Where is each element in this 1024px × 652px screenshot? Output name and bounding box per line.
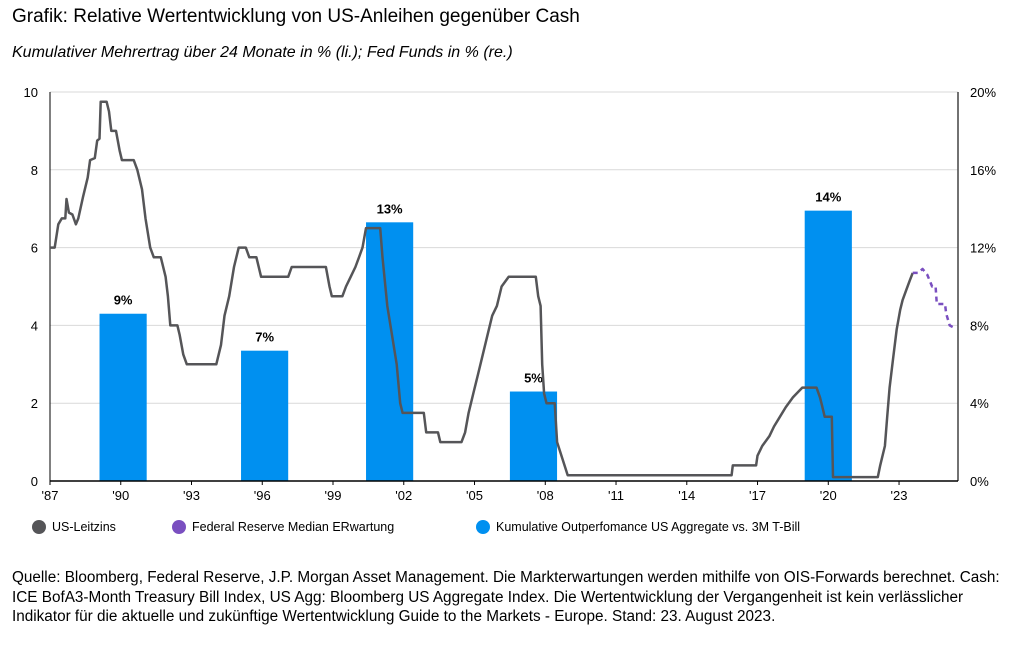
x-tick-label: '23	[891, 488, 908, 503]
y-right-tick-label: 16%	[970, 163, 996, 178]
source-footnote: Quelle: Bloomberg, Federal Reserve, J.P.…	[12, 569, 1000, 626]
chart-subtitle: Kumulativer Mehrertrag über 24 Monate in…	[12, 44, 513, 61]
x-tick-label: '87	[42, 488, 59, 503]
line-fed-median-expectation	[912, 267, 954, 329]
y-right-tick-label: 8%	[970, 318, 989, 333]
bar	[366, 222, 414, 481]
y-right-tick-label: 12%	[970, 241, 996, 256]
bar-data-label: 14%	[815, 190, 841, 205]
y-left-tick-label: 8	[31, 163, 38, 178]
bar	[99, 313, 147, 481]
line-us-leitzins	[50, 100, 914, 479]
x-tick-label: '90	[112, 488, 129, 503]
legend-item-leitzins: US-Leitzins	[32, 520, 116, 534]
chart-title: Grafik: Relative Wertentwicklung von US-…	[12, 6, 580, 27]
x-tick-label: '17	[749, 488, 766, 503]
y-left-tick-label: 10	[24, 85, 38, 100]
legend-label: US-Leitzins	[52, 520, 116, 534]
chart: 0 2 4 6 8 10 0% 4% 8% 12% 16% 20% 9% 7% 13% 5% 14% '87 '90…	[24, 85, 997, 503]
legend-swatch-gray	[32, 520, 46, 534]
x-tick-label: '14	[678, 488, 695, 503]
bar-data-label: 7%	[255, 330, 274, 345]
y-left-tick-label: 4	[31, 318, 38, 333]
y-left-tick-label: 0	[31, 474, 38, 489]
x-tick-label: '11	[608, 488, 624, 503]
bar	[241, 350, 289, 481]
y-left-tick-label: 2	[31, 396, 38, 411]
bar	[804, 210, 852, 481]
x-tick-label: '02	[395, 488, 412, 503]
x-tick-label: '05	[466, 488, 483, 503]
bar-data-label: 9%	[114, 293, 133, 308]
y-right-tick-label: 4%	[970, 396, 989, 411]
y-right-tick-label: 20%	[970, 85, 996, 100]
y-left-tick-label: 6	[31, 241, 38, 256]
legend-item-fed-expectation: Federal Reserve Median ERwartung	[172, 520, 394, 534]
x-tick-label: '99	[325, 488, 342, 503]
bar	[509, 391, 558, 481]
legend-swatch-blue	[476, 520, 490, 534]
x-tick-label: '08	[537, 488, 554, 503]
bar-data-label: 13%	[377, 201, 403, 216]
legend-label: Kumulative Outperfomance US Aggregate vs…	[496, 520, 801, 534]
y-right-tick-label: 0%	[970, 474, 989, 489]
x-tick-label: '20	[820, 488, 837, 503]
x-tick-label: '93	[183, 488, 200, 503]
legend-label: Federal Reserve Median ERwartung	[192, 520, 395, 534]
x-tick-label: '96	[254, 488, 271, 503]
legend-swatch-purple	[172, 520, 186, 534]
legend-item-outperformance: Kumulative Outperfomance US Aggregate vs…	[476, 520, 800, 534]
bar-data-label: 5%	[524, 371, 543, 386]
